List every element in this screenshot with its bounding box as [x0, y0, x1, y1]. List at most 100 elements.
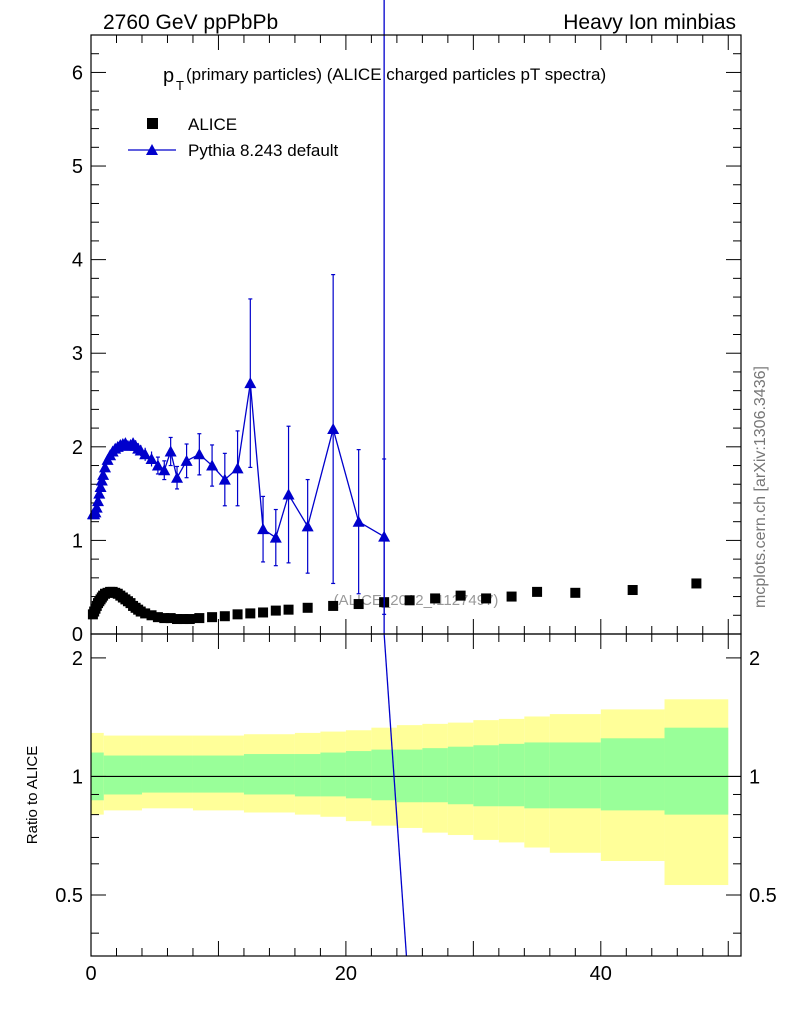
title-p: p [163, 65, 174, 87]
y-tick-label: 0 [72, 624, 83, 646]
alice-point [430, 593, 441, 604]
inner-band [345, 751, 372, 799]
pythia-point [93, 487, 106, 499]
inner-band [141, 755, 193, 793]
ratio-plot-frame [90, 633, 742, 957]
alice-point [258, 607, 269, 618]
alice-point [328, 600, 339, 611]
side-credit-label: mcplots.cern.ch [arXiv:1306.3436] [752, 366, 769, 608]
y-tick-label: 4 [72, 250, 83, 272]
alice-point [172, 614, 183, 625]
legend-alice-label: ALICE [188, 115, 237, 134]
pythia-point [171, 471, 184, 483]
alice-point [283, 604, 294, 615]
alice-point [152, 612, 163, 623]
inner-band [103, 755, 142, 795]
ratio-y-tick-label-right: 0.5 [749, 885, 777, 907]
pythia-point [301, 520, 314, 532]
alice-point [404, 595, 415, 606]
pythia-point [269, 531, 282, 543]
y-tick-label: 6 [72, 62, 83, 84]
pythia-point [257, 523, 270, 535]
ratio-y-tick-label-left: 1 [72, 766, 83, 788]
pythia-point [231, 462, 244, 474]
ratio-uncertainty-bands [91, 699, 729, 886]
alice-point [146, 610, 157, 621]
alice-point [140, 608, 151, 619]
alice-point [532, 586, 543, 597]
alice-point [506, 591, 517, 602]
inner-band [192, 755, 244, 793]
alice-point [481, 593, 492, 604]
y-tick-label: 5 [72, 156, 83, 178]
ratio-y-tick-label-left: 2 [72, 648, 83, 670]
inner-band [422, 748, 448, 803]
header-right-label: Heavy Ion minbias [563, 11, 736, 34]
alice-point [184, 614, 195, 625]
pythia-point [92, 495, 105, 507]
pythia-point [244, 377, 257, 389]
pythia-point [352, 515, 365, 527]
inner-band [664, 727, 729, 815]
alice-point [159, 613, 170, 624]
x-tick-label: 40 [590, 963, 612, 985]
inner-band [473, 745, 499, 807]
inner-band [243, 754, 295, 795]
ratio-pythia-line [383, 633, 408, 957]
inner-band [447, 746, 474, 805]
main-plot-y-tick-labels: 0 1 2 3 4 5 6 [72, 62, 83, 646]
inner-band [524, 742, 550, 809]
pythia-point [151, 459, 164, 471]
x-tick-labels: 0 20 40 [85, 963, 611, 985]
inner-band [320, 752, 346, 797]
ratio-plot-panel: 0.5 0.5 1 1 2 2 0 20 40 Ratio to ALICE [24, 633, 777, 985]
ratio-plot-y-tick-labels: 0.5 0.5 1 1 2 2 [55, 648, 777, 907]
alice-series [87, 578, 702, 625]
alice-point [178, 614, 189, 625]
pythia-point [164, 445, 177, 457]
pythia-point [158, 464, 171, 476]
pythia-point [99, 461, 112, 473]
pythia-line [92, 383, 385, 539]
ratio-plot-ticks [90, 634, 741, 956]
pythia-point [218, 473, 231, 485]
ratio-y-tick-label-left: 0.5 [55, 885, 83, 907]
legend-pythia-marker [146, 144, 158, 155]
y-tick-label: 1 [72, 530, 83, 552]
main-plot-title: p T (primary particles) (ALICE charged p… [163, 65, 606, 93]
y-tick-label: 2 [72, 437, 83, 459]
alice-point [165, 613, 176, 624]
y-tick-label: 3 [72, 343, 83, 365]
header-left-label: 2760 GeV ppPbPb [103, 11, 278, 34]
alice-point [570, 587, 581, 598]
alice-point [302, 602, 313, 613]
legend: ALICE Pythia 8.243 default [128, 115, 339, 160]
title-rest: (primary particles) (ALICE charged parti… [186, 65, 606, 84]
alice-point [691, 578, 702, 589]
alice-point [232, 609, 243, 620]
title-subscript: T [176, 78, 184, 93]
alice-point [270, 605, 281, 616]
pythia-point [282, 488, 295, 500]
inner-band [600, 738, 665, 811]
pythia-point [95, 474, 108, 486]
inner-band [498, 743, 525, 807]
x-tick-label: 0 [85, 963, 96, 985]
pythia-point [94, 481, 107, 493]
alice-point [627, 585, 638, 596]
ratio-y-tick-label-right: 1 [749, 766, 760, 788]
pythia-point [327, 423, 340, 435]
alice-point [219, 611, 230, 622]
x-tick-label: 20 [335, 963, 357, 985]
ratio-y-axis-label: Ratio to ALICE [24, 746, 41, 844]
alice-point [353, 599, 364, 610]
inner-band [294, 754, 321, 797]
pythia-point [180, 454, 193, 466]
pythia-series [86, 0, 391, 634]
alice-point [455, 590, 466, 601]
pythia-point [206, 459, 219, 471]
ratio-y-tick-label-right: 2 [749, 648, 760, 670]
pythia-point [145, 452, 158, 464]
